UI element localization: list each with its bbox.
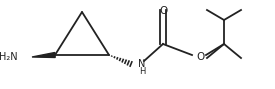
Text: H: H bbox=[139, 67, 145, 77]
Polygon shape bbox=[32, 53, 55, 57]
Text: N: N bbox=[138, 59, 145, 69]
Text: H₂N: H₂N bbox=[0, 52, 18, 62]
Text: O: O bbox=[196, 52, 204, 62]
Text: O: O bbox=[159, 6, 167, 16]
